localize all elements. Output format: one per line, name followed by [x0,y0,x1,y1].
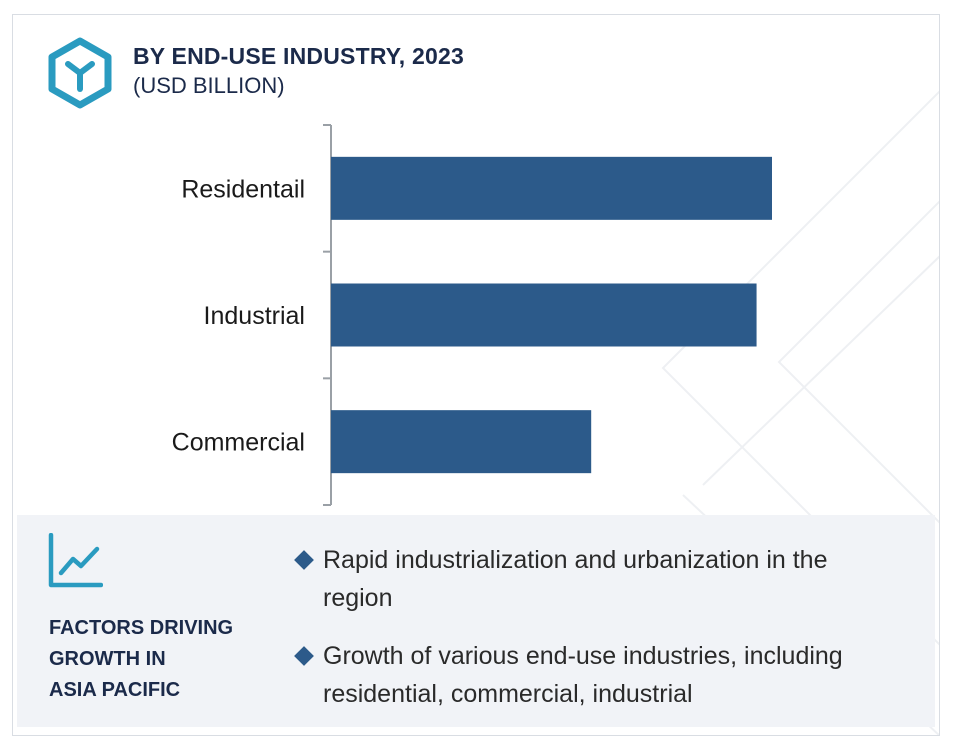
category-label: Commercial [172,429,305,457]
infographic-frame: BY END-USE INDUSTRY, 2023 (USD BILLION) … [12,14,940,736]
chart-title: BY END-USE INDUSTRY, 2023 [133,43,464,69]
category-label: Industrial [204,302,305,330]
trend-chart-icon [48,533,103,588]
factor-text: Rapid industrialization and urbanization… [323,546,828,612]
factor-item: Growth of various end-use industries, in… [294,637,897,713]
factors-heading-line: GROWTH IN [49,648,166,670]
bar [331,156,772,220]
hexagon-y-logo-icon [48,37,112,109]
factor-text: Growth of various end-use industries, in… [323,642,843,708]
factor-item: Rapid industrialization and urbanization… [294,541,897,617]
factors-heading-line: FACTORS DRIVING [49,617,234,639]
factors-heading-line: ASIA PACIFIC [49,679,181,701]
bar-chart: Residentail Industrial Commercial [172,124,772,506]
factors-heading: FACTORS DRIVING GROWTH IN ASIA PACIFIC [49,613,279,706]
chart-subtitle: (USD BILLION) [133,73,285,98]
bar [331,410,592,474]
category-label: Residentail [181,175,305,203]
factors-panel: FACTORS DRIVING GROWTH IN ASIA PACIFIC R… [17,515,935,727]
bar [331,283,757,347]
